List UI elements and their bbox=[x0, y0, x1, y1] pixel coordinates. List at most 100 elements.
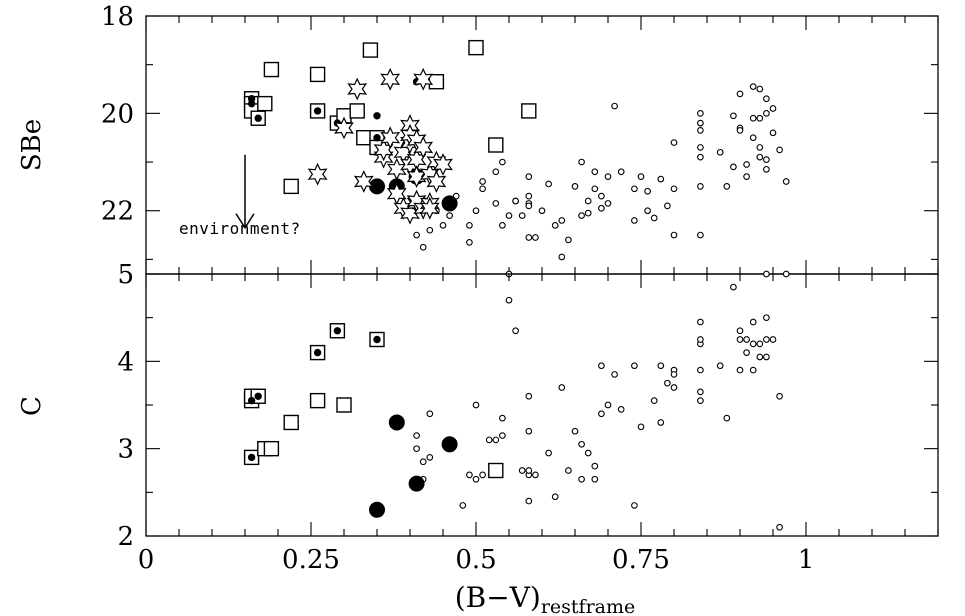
open-star-point bbox=[373, 138, 394, 162]
open-square-point bbox=[309, 392, 326, 409]
filled-dot-point bbox=[373, 335, 381, 344]
open-circle-point bbox=[776, 523, 783, 531]
large-filled-point bbox=[408, 475, 425, 492]
open-circle-point bbox=[749, 318, 757, 326]
open-circle-point bbox=[736, 366, 744, 374]
open-circle-point bbox=[584, 197, 592, 205]
open-star-point bbox=[347, 77, 368, 101]
open-circle-point bbox=[419, 458, 427, 466]
open-circle-point bbox=[657, 175, 665, 183]
open-circle-point bbox=[782, 270, 790, 278]
open-circle-point bbox=[479, 471, 486, 479]
bottom-panel-frame bbox=[145, 273, 939, 537]
open-circle-point bbox=[439, 221, 447, 229]
open-star-point bbox=[380, 67, 401, 91]
environment-arrow-head bbox=[235, 213, 255, 230]
bottom-ylabel: C bbox=[17, 396, 47, 416]
open-circle-point bbox=[749, 134, 757, 142]
open-circle-point bbox=[558, 217, 566, 224]
xtick-label: 0.5 bbox=[455, 545, 496, 575]
open-circle-point bbox=[578, 158, 585, 166]
open-circle-point bbox=[644, 187, 651, 195]
open-circle-point bbox=[664, 379, 671, 387]
open-circle-point bbox=[604, 173, 612, 180]
open-circle-point bbox=[763, 95, 770, 103]
open-circle-point bbox=[756, 340, 764, 348]
open-circle-point bbox=[697, 336, 704, 343]
open-circle-point bbox=[512, 197, 519, 205]
open-circle-point bbox=[532, 471, 539, 479]
open-circle-point bbox=[749, 340, 757, 348]
open-square-point bbox=[349, 103, 365, 119]
open-circle-point bbox=[419, 243, 427, 251]
open-circle-point bbox=[749, 83, 757, 90]
open-circle-point bbox=[558, 384, 566, 391]
filled-dot-point bbox=[373, 133, 381, 142]
open-star-point bbox=[413, 67, 434, 91]
bottom-ytick-label: 4 bbox=[117, 347, 134, 377]
open-circle-point bbox=[736, 90, 744, 98]
open-circle-point bbox=[697, 388, 704, 396]
open-circle-point bbox=[756, 353, 764, 361]
open-circle-point bbox=[756, 114, 764, 122]
open-circle-point bbox=[558, 253, 566, 261]
open-circle-point bbox=[730, 163, 737, 171]
filled-dot-point bbox=[373, 112, 381, 120]
open-circle-point bbox=[598, 204, 605, 212]
bottom-panel-ticks: 0 0.25 0.5 0.75 1 2 3 4 5 bbox=[117, 260, 939, 575]
open-circle-point bbox=[492, 200, 500, 207]
open-circle-point bbox=[492, 168, 500, 176]
open-circle-point bbox=[670, 384, 678, 391]
top-ytick-label: 18 bbox=[101, 2, 134, 32]
open-circle-point bbox=[644, 207, 651, 215]
open-circle-point bbox=[657, 362, 665, 370]
open-circle-point bbox=[763, 270, 770, 278]
open-circle-point bbox=[670, 371, 678, 378]
xtick-label: 0 bbox=[138, 545, 155, 575]
open-star-point bbox=[426, 170, 447, 193]
open-circle-point bbox=[472, 401, 480, 409]
open-circle-point bbox=[466, 471, 473, 479]
open-square-point bbox=[336, 397, 352, 413]
open-circle-point bbox=[413, 432, 420, 439]
open-circle-point bbox=[697, 110, 704, 117]
open-circle-point bbox=[571, 427, 579, 435]
open-circle-point bbox=[743, 161, 750, 168]
open-circle-point bbox=[545, 180, 552, 188]
open-circle-point bbox=[571, 183, 579, 190]
large-filled-point bbox=[441, 436, 458, 453]
open-square-point bbox=[362, 42, 379, 58]
open-square-point bbox=[488, 462, 504, 479]
open-circle-point bbox=[598, 192, 605, 200]
open-circle-point bbox=[697, 366, 704, 374]
top-ytick-label: 20 bbox=[101, 99, 134, 129]
open-circle-point bbox=[426, 226, 434, 234]
open-circle-point bbox=[591, 462, 599, 470]
open-square-point bbox=[263, 61, 280, 78]
open-circle-point bbox=[591, 475, 599, 483]
x-axis-label: (B−V)restframe bbox=[455, 581, 636, 616]
filled-dot-point bbox=[247, 396, 256, 405]
open-circle-point bbox=[776, 392, 783, 400]
x-axis-label-main: (B−V) bbox=[455, 581, 541, 614]
open-star-point bbox=[419, 196, 440, 220]
open-circle-point bbox=[479, 178, 486, 185]
open-circle-point bbox=[756, 144, 764, 151]
open-circle-point bbox=[657, 419, 665, 426]
open-circle-point bbox=[697, 119, 704, 127]
open-circle-point bbox=[518, 212, 526, 219]
open-circle-point bbox=[499, 432, 506, 439]
open-circle-point bbox=[611, 371, 618, 378]
open-star-point bbox=[413, 135, 434, 159]
open-circle-point bbox=[499, 221, 506, 229]
open-star-point bbox=[307, 162, 328, 186]
open-circle-point bbox=[697, 231, 704, 239]
open-circle-point bbox=[749, 114, 757, 122]
top-ytick-label: 22 bbox=[101, 197, 134, 227]
open-circle-point bbox=[538, 207, 546, 215]
open-circle-point bbox=[716, 362, 724, 370]
open-circle-point bbox=[466, 221, 473, 229]
filled-dot-point bbox=[254, 392, 262, 400]
open-square-point bbox=[521, 103, 537, 119]
